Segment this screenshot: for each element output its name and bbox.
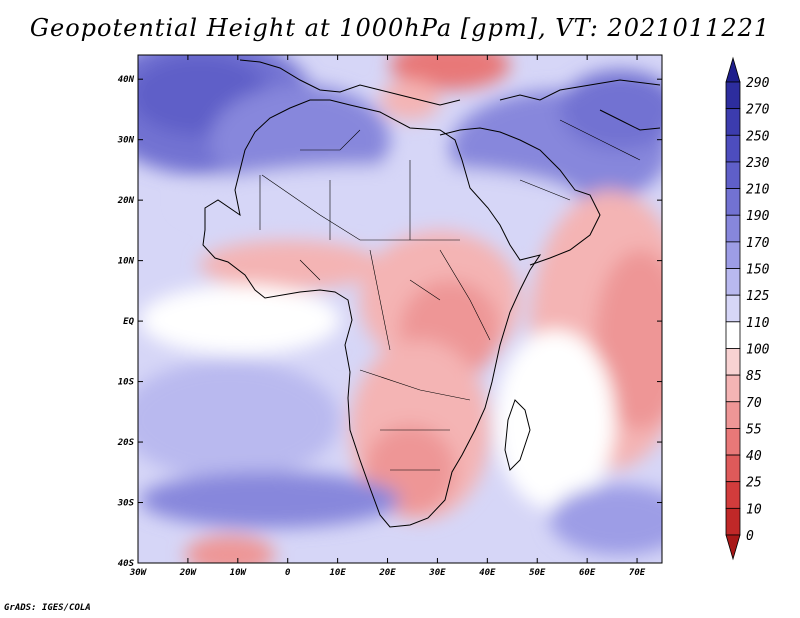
colorbar-box	[725, 348, 741, 376]
colorbar-label: 230	[746, 156, 770, 171]
colorbar-box	[725, 134, 741, 163]
colorbar-box	[725, 161, 741, 189]
lat-label: 30S	[117, 499, 135, 509]
colorbar-box	[725, 268, 741, 296]
colorbar-box	[725, 481, 741, 509]
colorbar-box	[725, 428, 741, 456]
lat-label: 40S	[118, 559, 135, 569]
colorbar-label: 100	[746, 342, 770, 357]
colorbar-label: 55	[746, 422, 762, 437]
colorbar-label: 125	[746, 289, 770, 304]
colorbar-label: 210	[746, 183, 770, 198]
lon-label: 60E	[579, 568, 596, 578]
lon-label: 10W	[230, 568, 248, 578]
colorbar-label: 150	[746, 263, 770, 278]
colorbar-label: 10	[746, 502, 762, 517]
lat-label: 10S	[118, 378, 135, 388]
lat-label: 20S	[117, 438, 135, 448]
colorbar-top-arrow	[725, 56, 741, 83]
lat-label: 40N	[118, 75, 135, 85]
lon-label: 40E	[479, 568, 496, 578]
colorbar-box	[725, 81, 741, 110]
plot-frame	[137, 54, 663, 564]
colorbar-label: 70	[746, 396, 762, 411]
lat-label: 20N	[117, 196, 135, 206]
colorbar-label: 40	[746, 449, 762, 464]
colorbar-label: 250	[746, 129, 770, 144]
colorbar-bottom-arrow	[725, 534, 741, 561]
lat-label: 10N	[118, 257, 135, 267]
colorbar-box	[725, 241, 741, 269]
colorbar-label: 25	[746, 476, 762, 491]
lon-label: 10E	[329, 568, 346, 578]
height-field	[138, 55, 662, 563]
colorbar-box	[725, 454, 741, 483]
colorbar-label: 85	[746, 369, 762, 384]
colorbar-box	[725, 321, 741, 349]
colorbar-label: 170	[746, 236, 770, 251]
colorbar-box	[725, 108, 741, 136]
map-title: Geopotential Height at 1000hPa [gpm], VT…	[29, 14, 771, 42]
lon-label: 0	[285, 568, 291, 578]
colorbar-box	[725, 294, 741, 323]
colorbar-label: 110	[746, 316, 770, 331]
lon-label: 20E	[378, 568, 396, 578]
lat-label: 30N	[117, 136, 135, 146]
colorbar-box	[725, 401, 741, 429]
lon-label: 70E	[629, 568, 646, 578]
lon-label: 30E	[428, 568, 446, 578]
colorbar-box	[725, 214, 741, 243]
colorbar-label: 270	[746, 103, 770, 118]
colorbar-label: 290	[746, 76, 770, 91]
colorbar-box	[725, 507, 741, 536]
colorbar-box	[725, 374, 741, 403]
colorbar-label: 0	[746, 529, 754, 544]
lon-label: 30W	[129, 568, 148, 578]
colorbar-label: 190	[746, 209, 770, 224]
borders	[259, 119, 641, 471]
coastlines	[202, 59, 661, 528]
lon-label: 20W	[179, 568, 198, 578]
colorbar-box	[725, 188, 741, 216]
lat-label: EQ	[123, 317, 134, 327]
credit-label: GrADS: IGES/COLA	[4, 603, 91, 613]
lon-label: 50E	[529, 568, 546, 578]
